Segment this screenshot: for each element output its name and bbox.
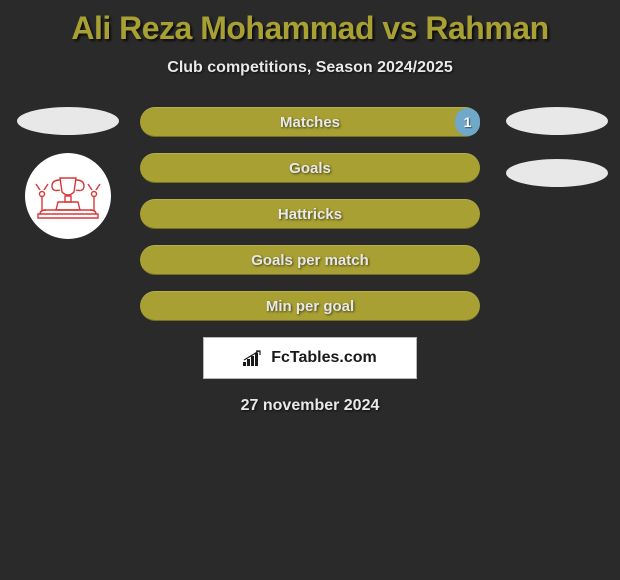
player-oval-right-2 — [506, 159, 608, 187]
stat-label: Min per goal — [266, 298, 354, 315]
chart-icon — [243, 350, 265, 366]
comparison-area: Matches 1 Goals Hattricks Goals per matc… — [0, 107, 620, 321]
stat-bar-goals: Goals — [140, 153, 480, 183]
stat-bar-matches: Matches 1 — [140, 107, 480, 137]
stat-bar-gpm: Goals per match — [140, 245, 480, 275]
stat-bar-mpg: Min per goal — [140, 291, 480, 321]
stat-value: 1 — [455, 108, 480, 136]
page-subtitle: Club competitions, Season 2024/2025 — [0, 59, 620, 77]
stat-bar-hattricks: Hattricks — [140, 199, 480, 229]
page-title: Ali Reza Mohammad vs Rahman — [0, 0, 620, 47]
left-player-col — [8, 107, 128, 239]
stat-label: Hattricks — [278, 206, 342, 223]
brand-text: FcTables.com — [271, 349, 377, 367]
team-logo-left — [25, 153, 111, 239]
player-oval-right-1 — [506, 107, 608, 135]
date-text: 27 november 2024 — [0, 397, 620, 415]
stat-label: Goals — [289, 160, 331, 177]
stat-label: Goals per match — [251, 252, 369, 269]
trophy-icon — [34, 170, 102, 222]
player-oval-left — [17, 107, 119, 135]
brand-badge[interactable]: FcTables.com — [203, 337, 417, 379]
stat-bars: Matches 1 Goals Hattricks Goals per matc… — [140, 107, 480, 321]
stat-label: Matches — [280, 114, 340, 131]
right-player-col — [502, 107, 612, 211]
